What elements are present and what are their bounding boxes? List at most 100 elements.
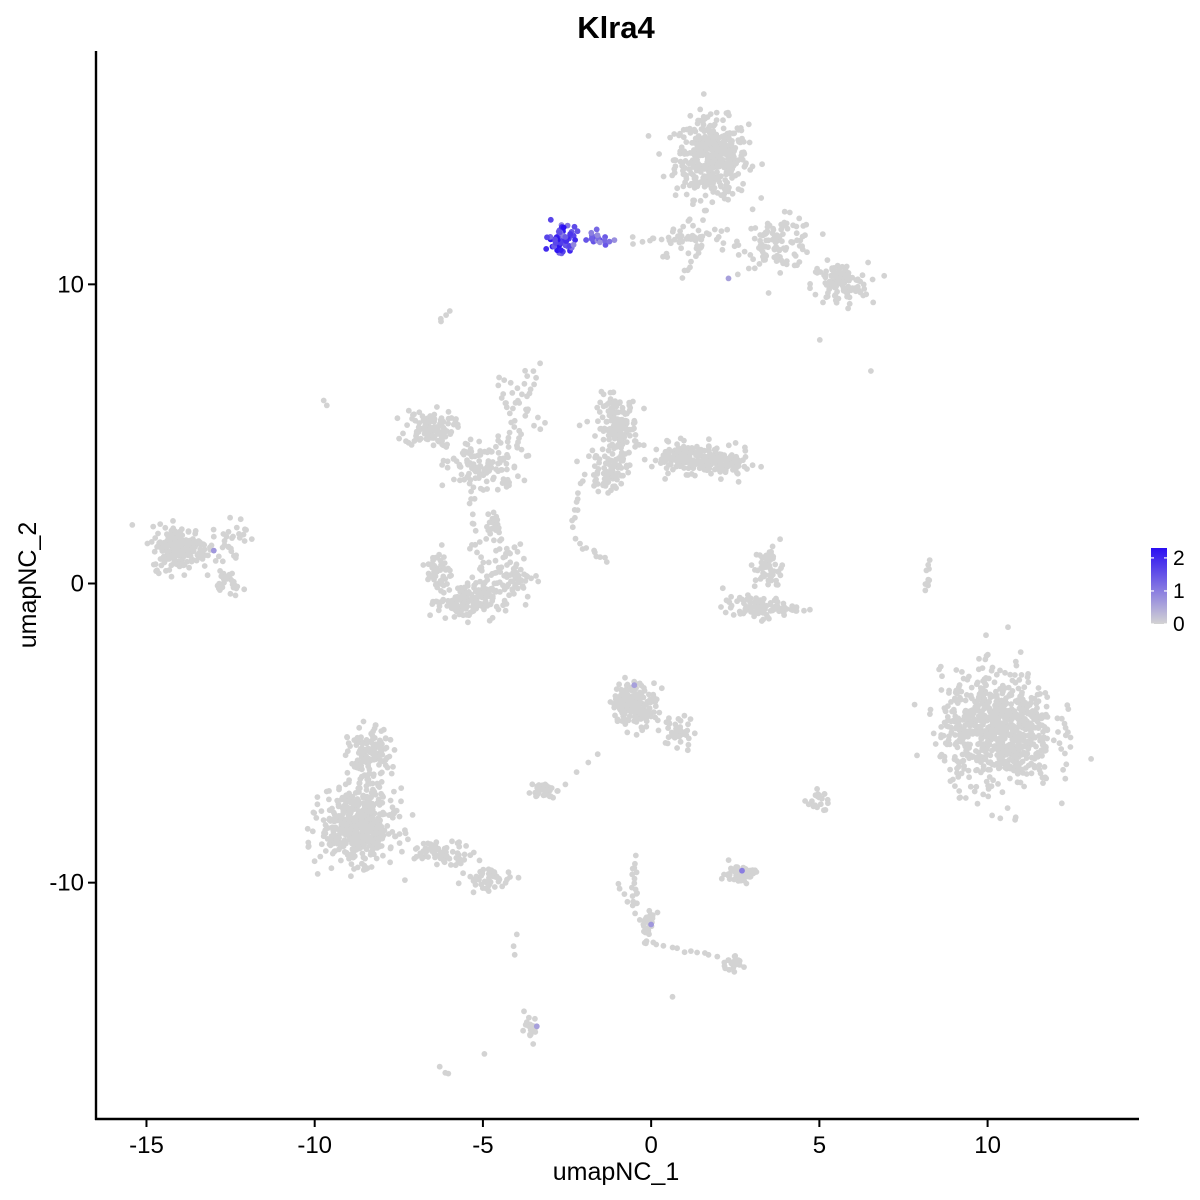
cell-point <box>991 743 998 750</box>
cell-point <box>681 949 688 956</box>
cell-point <box>619 718 625 724</box>
cell-point <box>469 574 476 581</box>
cell-point <box>735 252 742 258</box>
cell-point <box>531 381 537 388</box>
cell-point <box>664 254 671 260</box>
cell-point <box>749 206 756 213</box>
cell-point <box>378 843 385 849</box>
cell-point <box>382 735 389 741</box>
cell-point <box>783 606 790 612</box>
cell-point <box>513 561 520 568</box>
cell-point <box>974 679 981 686</box>
cell-point <box>507 379 514 386</box>
cell-point <box>542 781 549 788</box>
cell-point <box>765 581 771 588</box>
cell-point <box>942 740 949 747</box>
cell-point <box>678 245 684 252</box>
cell-point <box>533 792 540 799</box>
cell-point <box>481 606 487 613</box>
cell-point <box>495 449 502 456</box>
cell-point <box>634 890 640 896</box>
cell-point <box>815 791 821 797</box>
cell-point <box>725 442 732 449</box>
cell-point <box>983 632 989 639</box>
cell-point <box>409 812 416 818</box>
cell-point <box>174 530 181 537</box>
cell-point <box>493 466 499 473</box>
cell-point <box>941 757 948 764</box>
cell-point <box>706 462 712 469</box>
cell-point <box>631 880 638 887</box>
cell-point <box>952 696 959 703</box>
cell-point <box>649 235 656 242</box>
cell-point <box>1010 736 1017 742</box>
cell-point <box>616 432 623 438</box>
cell-point <box>734 238 740 245</box>
cell-point <box>683 139 690 146</box>
cell-point <box>671 169 678 176</box>
cell-point <box>1002 669 1008 676</box>
cell-point <box>502 879 509 886</box>
cell-point <box>1005 750 1012 757</box>
cell-point <box>677 435 684 442</box>
cell-point <box>664 437 670 444</box>
cell-point <box>988 711 995 718</box>
cell-point <box>760 554 767 561</box>
cell-point <box>1062 775 1069 782</box>
cell-point <box>486 617 493 624</box>
cell-point <box>542 419 548 426</box>
cell-point <box>705 443 712 449</box>
cell-point <box>351 866 357 872</box>
cell-point <box>422 845 429 852</box>
cell-point <box>842 288 849 295</box>
cell-point <box>464 441 471 448</box>
cell-point <box>796 259 803 265</box>
cell-point <box>370 743 377 750</box>
cell-point <box>716 464 723 470</box>
cell-point <box>651 709 657 715</box>
cell-point <box>594 232 601 239</box>
cell-point <box>374 800 381 806</box>
cell-point <box>796 215 803 222</box>
cell-point <box>363 866 370 872</box>
cell-point <box>445 408 452 415</box>
cell-point <box>152 535 159 541</box>
cell-point <box>722 965 729 972</box>
cell-point <box>975 741 981 748</box>
cell-point <box>988 692 994 699</box>
cell-point <box>938 687 945 693</box>
cell-point <box>323 402 330 409</box>
cell-point <box>616 425 622 432</box>
cell-point <box>687 166 693 173</box>
cell-point <box>485 888 492 894</box>
cell-point <box>513 931 520 938</box>
cell-point <box>1028 754 1035 761</box>
cell-point <box>359 741 366 747</box>
cell-point <box>440 589 447 596</box>
cell-point <box>344 734 350 740</box>
cell-point <box>420 562 427 568</box>
cell-point <box>746 139 753 146</box>
cell-point <box>531 422 537 429</box>
cell-point <box>439 462 445 468</box>
cell-point <box>429 564 436 571</box>
cell-point <box>993 708 1000 715</box>
cell-point <box>750 256 756 263</box>
cell-point <box>706 447 712 454</box>
cell-point <box>349 846 356 853</box>
cell-point <box>986 774 993 780</box>
cell-point <box>631 875 638 882</box>
cell-point <box>596 409 603 415</box>
cell-point <box>355 762 362 769</box>
cell-point <box>379 811 386 818</box>
cell-point <box>789 239 796 246</box>
cell-point <box>600 403 607 410</box>
cell-point <box>504 438 511 445</box>
cell-point <box>465 619 471 626</box>
cell-point <box>443 312 449 318</box>
cell-point <box>964 741 971 748</box>
cell-point <box>986 698 992 705</box>
cell-point <box>420 840 427 847</box>
cell-point <box>937 753 944 760</box>
cell-point <box>860 281 867 288</box>
